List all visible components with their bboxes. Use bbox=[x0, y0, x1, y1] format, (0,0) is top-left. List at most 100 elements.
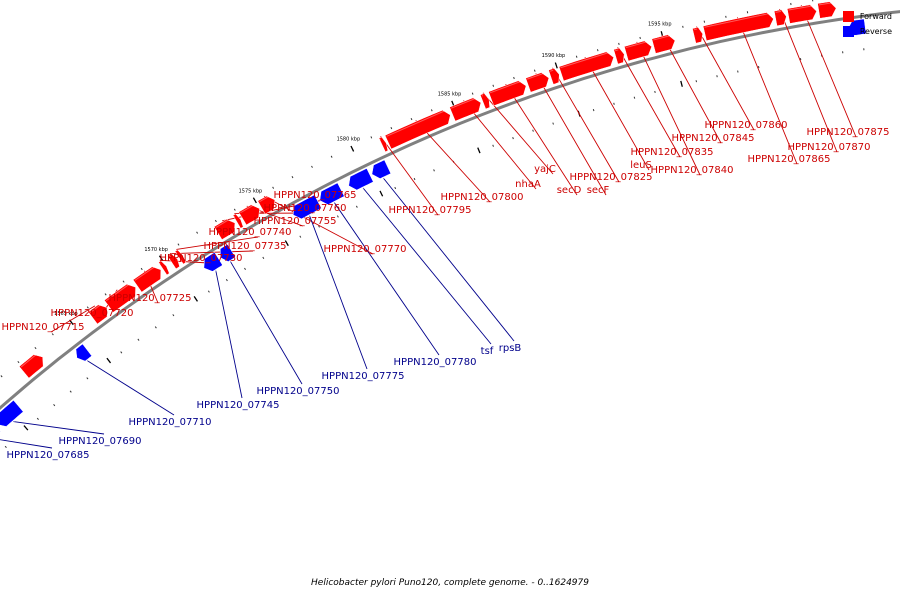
gene-highlight bbox=[89, 304, 101, 313]
label-leader-line bbox=[362, 187, 492, 345]
minor-tick bbox=[513, 76, 515, 80]
minor-tick bbox=[592, 108, 595, 112]
minor-tick bbox=[318, 225, 320, 228]
minor-tick bbox=[177, 243, 180, 246]
legend-forward: Forward bbox=[842, 9, 892, 24]
label-leader-line bbox=[309, 215, 368, 370]
minor-tick bbox=[172, 314, 175, 317]
label-leader-line bbox=[415, 120, 491, 203]
gene-hppn120-07745 bbox=[203, 252, 223, 272]
scale-tick-label: 1580 kbp bbox=[337, 137, 361, 143]
label-leader-line bbox=[505, 84, 578, 196]
label-leader-line bbox=[482, 92, 554, 175]
minor-tick bbox=[413, 177, 416, 181]
gene-highlight bbox=[704, 13, 769, 28]
minor-tick bbox=[86, 377, 89, 380]
gene-label-hppn120-07825: HPPN120_07825 bbox=[570, 172, 653, 183]
minor-tick bbox=[154, 326, 157, 329]
gene-label-hppn120-07860: HPPN120_07860 bbox=[705, 120, 788, 131]
minor-tick bbox=[512, 136, 514, 140]
gene-hppn120-07860 bbox=[692, 27, 703, 44]
gene-label-hppn120-07875: HPPN120_07875 bbox=[807, 127, 890, 138]
label-leader-line bbox=[169, 250, 254, 255]
gene-label-leus: leuS bbox=[630, 160, 652, 171]
gene-hppn120-07770 bbox=[257, 195, 276, 215]
label-leader-line bbox=[13, 421, 105, 435]
minor-tick bbox=[233, 208, 236, 211]
gene-hppn120-07725 bbox=[132, 266, 162, 293]
gene-features bbox=[0, 1, 867, 433]
minor-tick bbox=[596, 49, 599, 52]
label-leader-line bbox=[552, 67, 620, 183]
gene-label-hppn120-07745: HPPN120_07745 bbox=[197, 400, 280, 411]
minor-tick bbox=[120, 351, 123, 354]
gene-hppn120-07720 bbox=[104, 283, 136, 313]
gene-label-hppn120-07840: HPPN120_07840 bbox=[651, 165, 734, 176]
gene-hppn120-07835 bbox=[613, 47, 625, 65]
minor-tick bbox=[410, 117, 413, 121]
minor-tick bbox=[330, 155, 333, 158]
gene-hppn120-07870 bbox=[773, 9, 787, 27]
gene-label-hppn120-07800: HPPN120_07800 bbox=[441, 192, 524, 203]
scale-tick-label: 1590 kbp bbox=[542, 53, 566, 59]
label-leader-line bbox=[584, 57, 650, 171]
gene-hppn120-07845 bbox=[651, 34, 676, 54]
gene-labels: HPPN120_07685 HPPN120_07690 HPPN120_07710 H… bbox=[2, 120, 890, 461]
gene-hppn120-07825 bbox=[548, 68, 560, 85]
gene-label-hppn120-07845: HPPN120_07845 bbox=[672, 133, 755, 144]
gene-highlight bbox=[233, 215, 236, 218]
gene-hppn120-07780 bbox=[319, 182, 345, 205]
gene-highlight bbox=[353, 184, 371, 194]
gene-label-hppn120-07795: HPPN120_07795 bbox=[389, 205, 472, 216]
scale-tick-label: 1565 kbp bbox=[54, 311, 78, 317]
label-leader-line bbox=[380, 136, 439, 216]
gene-hppn120-07685 bbox=[0, 430, 1, 433]
gene-highlight bbox=[560, 52, 608, 69]
gene-label-secd: secD bbox=[557, 185, 582, 196]
scale-tick-label: 1570 kbp bbox=[144, 247, 168, 253]
gene-highlight bbox=[818, 2, 831, 6]
major-tick bbox=[680, 80, 683, 87]
minor-tick bbox=[575, 55, 578, 58]
genome-backbone bbox=[0, 10, 900, 410]
gene-highlight bbox=[376, 176, 388, 183]
label-leader-line bbox=[383, 177, 515, 342]
label-leader-line bbox=[736, 17, 798, 165]
minor-tick bbox=[122, 280, 125, 283]
minor-tick bbox=[336, 215, 339, 218]
gene-label-hppn120-07750: HPPN120_07750 bbox=[257, 386, 340, 397]
major-tick bbox=[23, 425, 29, 431]
minor-tick bbox=[355, 205, 358, 208]
minor-tick bbox=[4, 445, 7, 449]
minor-tick bbox=[272, 186, 275, 189]
minor-tick bbox=[17, 360, 20, 364]
gene-hppn120-07690 bbox=[0, 399, 24, 427]
minor-tick bbox=[492, 84, 495, 87]
gene-highlight bbox=[386, 110, 445, 137]
legend: Forward Reverse bbox=[842, 9, 892, 39]
gene-hppn120-07765 bbox=[213, 219, 236, 240]
minor-tick bbox=[532, 129, 534, 132]
gene-hppn120-07755 bbox=[238, 204, 260, 226]
gene-highlight bbox=[615, 49, 619, 52]
gene-highlight bbox=[527, 73, 543, 80]
map-caption: Helicobacter pylori Puno120, complete ge… bbox=[311, 578, 589, 588]
label-leader-line bbox=[333, 202, 440, 356]
minor-tick bbox=[196, 231, 199, 234]
gene-label-hppn120-07870: HPPN120_07870 bbox=[788, 142, 871, 153]
gene-hppn120-07840 bbox=[623, 40, 653, 62]
gene-label-hppn120-07835: HPPN120_07835 bbox=[631, 147, 714, 158]
gene-highlight bbox=[298, 211, 319, 223]
gene-secf bbox=[525, 72, 550, 93]
gene-secd bbox=[488, 80, 527, 107]
minor-tick bbox=[654, 90, 656, 94]
label-leader-line bbox=[535, 73, 607, 196]
minor-tick bbox=[51, 333, 54, 336]
legend-forward-label: Forward bbox=[859, 12, 892, 21]
gene-highlight bbox=[105, 284, 129, 302]
minor-tick bbox=[69, 390, 72, 393]
gene-label-hppn120-07865: HPPN120_07865 bbox=[748, 154, 831, 165]
label-leader-line bbox=[617, 47, 681, 158]
label-leader-line bbox=[176, 236, 259, 250]
minor-tick bbox=[140, 267, 143, 271]
